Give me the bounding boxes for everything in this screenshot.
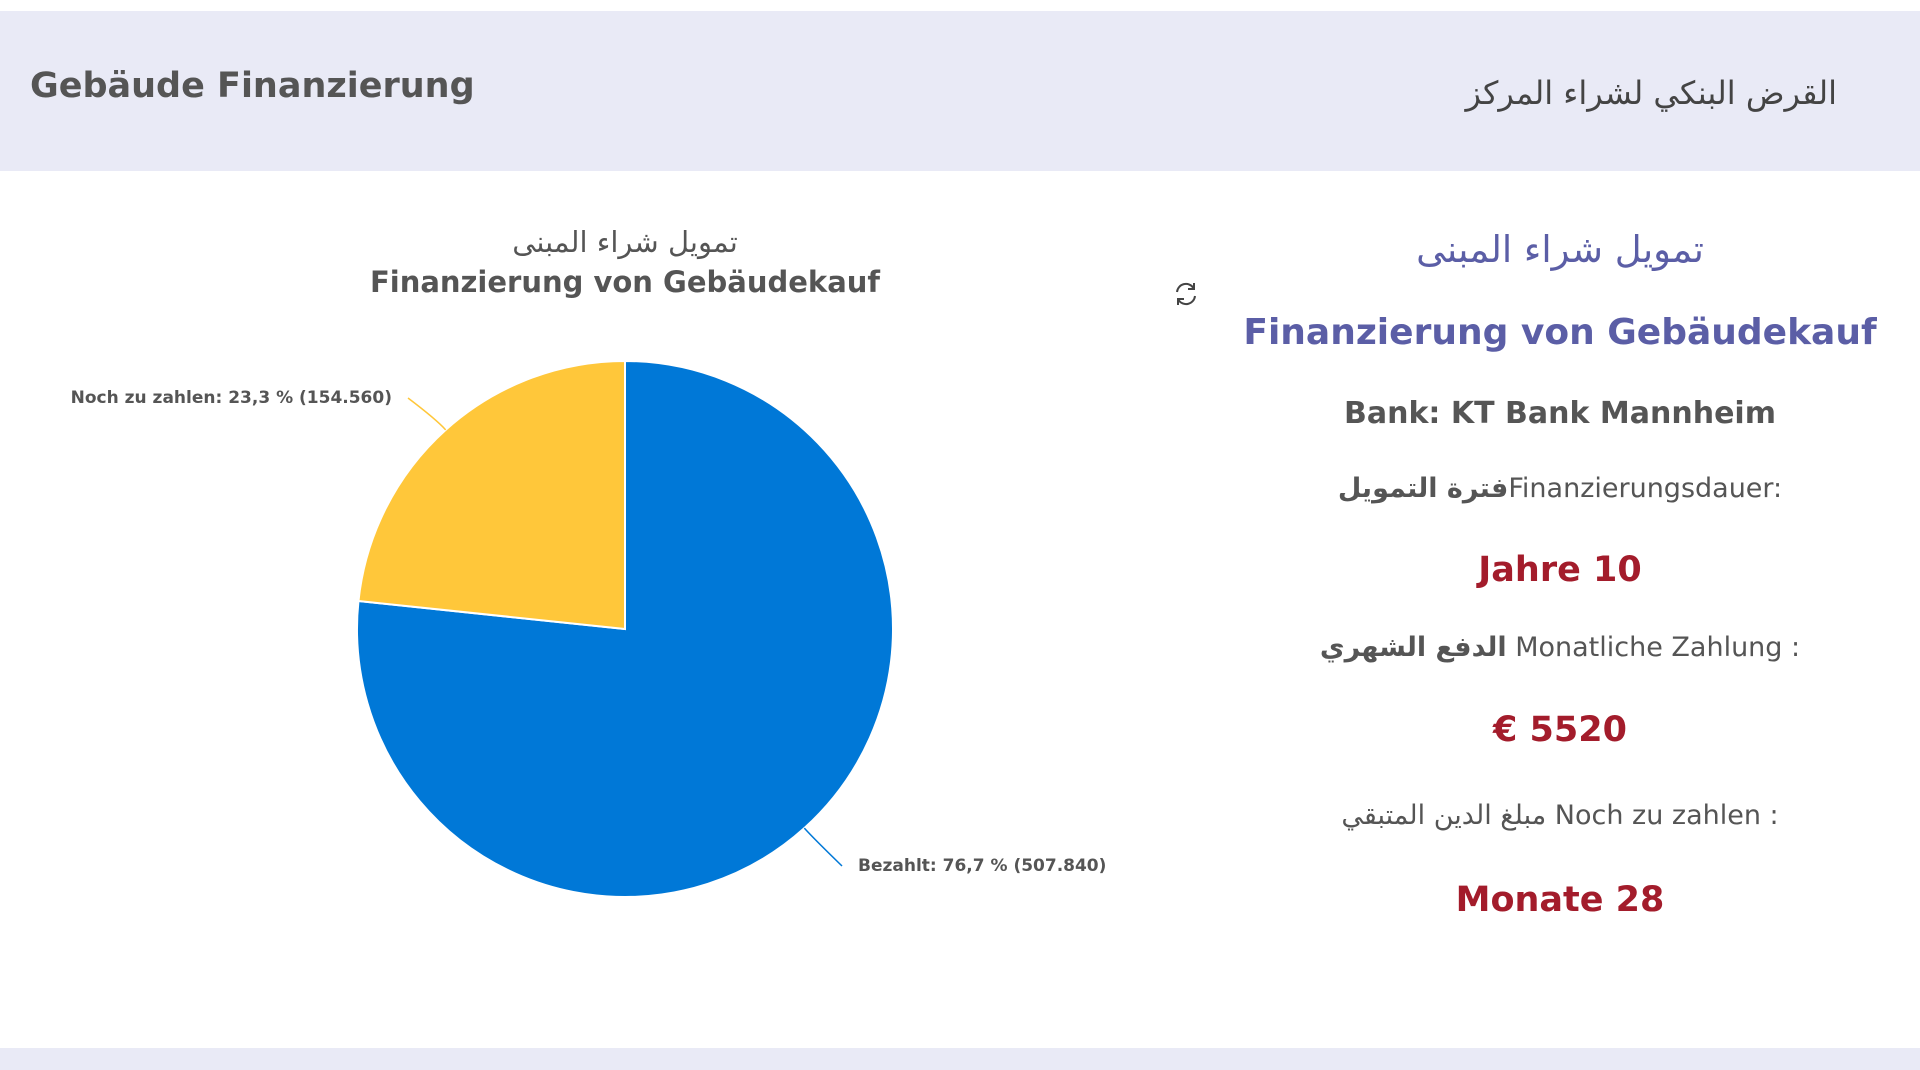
header-subtitle-arabic: القرض البنكي لشراء المركز xyxy=(1465,74,1837,112)
pie-leader-line xyxy=(407,397,447,431)
top-strip xyxy=(0,0,1920,11)
duration-label: فترة التمويلFinanzierungsdauer: xyxy=(1240,473,1880,504)
chart-title: تمويل شراء المبنى Finanzierung von Gebäu… xyxy=(300,222,950,302)
pie-leader-line xyxy=(803,827,843,867)
refresh-icon[interactable] xyxy=(1171,279,1201,309)
monthly-label-arabic: الدفع الشهري xyxy=(1319,632,1507,663)
remaining-label-german: Noch zu zahlen : xyxy=(1554,800,1779,831)
chart-title-arabic: تمويل شراء المبنى xyxy=(512,225,738,259)
duration-value: Jahre 10 xyxy=(1478,550,1642,590)
pie-data-label: Bezahlt: 76,7 % (507.840) xyxy=(858,856,1106,876)
info-title-german: Finanzierung von Gebäudekauf xyxy=(1243,312,1877,353)
duration-label-german: Finanzierungsdauer: xyxy=(1508,473,1783,504)
chart-title-german: Finanzierung von Gebäudekauf xyxy=(369,265,881,299)
remaining-label: مبلغ الدين المتبقي Noch zu zahlen : xyxy=(1240,800,1880,831)
monthly-value: € 5520 xyxy=(1493,710,1627,750)
header-title: Gebäude Finanzierung xyxy=(30,66,475,106)
info-title-arabic: تمويل شراء المبنى xyxy=(1416,228,1704,271)
pie-slice-noch-zu-zahlen[interactable] xyxy=(357,359,626,631)
remaining-value: Monate 28 xyxy=(1455,880,1665,920)
monthly-label: الدفع الشهري Monatliche Zahlung : xyxy=(1240,632,1880,663)
remaining-label-arabic: مبلغ الدين المتبقي xyxy=(1341,800,1547,831)
pie-data-label: Noch zu zahlen: 23,3 % (154.560) xyxy=(71,388,392,408)
duration-label-arabic: فترة التمويل xyxy=(1337,473,1509,504)
bank-name: Bank: KT Bank Mannheim xyxy=(1344,396,1776,431)
header-bar: Gebäude Finanzierung القرض البنكي لشراء … xyxy=(0,11,1920,171)
bottom-bar xyxy=(0,1048,1920,1070)
monthly-label-german: Monatliche Zahlung : xyxy=(1515,632,1801,663)
